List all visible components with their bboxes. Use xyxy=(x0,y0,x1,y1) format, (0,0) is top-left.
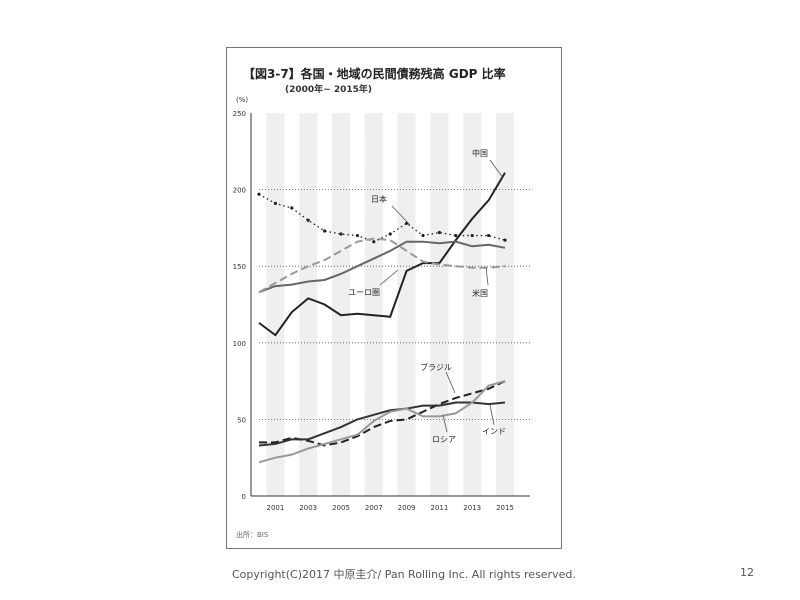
leader-line xyxy=(445,371,456,394)
series-line-ユーロ圏 xyxy=(258,240,506,294)
year-band xyxy=(430,113,449,496)
data-point xyxy=(273,201,277,205)
series-line-ロシア xyxy=(258,380,506,464)
year-band xyxy=(364,113,383,496)
series-label: ユーロ圏 xyxy=(348,288,380,297)
series-label: 米国 xyxy=(472,288,488,298)
copyright-footer: Copyright(C)2017 中原圭介/ Pan Rolling Inc. … xyxy=(232,568,576,581)
leader-line xyxy=(489,159,504,179)
y-axis-unit: (%) xyxy=(236,96,249,104)
data-point xyxy=(306,218,310,222)
data-point xyxy=(355,233,359,238)
leader-line xyxy=(489,404,495,426)
x-tick-label: 2015 xyxy=(496,504,514,512)
y-tick-label: 50 xyxy=(237,416,246,424)
leader-line xyxy=(379,269,399,286)
year-band xyxy=(496,113,514,496)
y-tick-label: 100 xyxy=(233,340,246,348)
data-point xyxy=(257,192,261,196)
series-line-中国 xyxy=(258,172,506,337)
year-band xyxy=(397,113,416,496)
y-tick-label: 150 xyxy=(233,263,246,271)
slide-frame xyxy=(226,47,562,549)
y-tick-label: 250 xyxy=(233,110,246,118)
page-number: 12 xyxy=(740,566,754,579)
data-point xyxy=(388,232,392,236)
data-point xyxy=(487,233,491,238)
year-band xyxy=(266,113,285,496)
chart-source: 出所：BIS xyxy=(236,531,269,539)
leader-line xyxy=(442,414,448,433)
chart-subtitle: (2000年~ 2015年) xyxy=(285,85,372,95)
series-label: ブラジル xyxy=(420,362,452,372)
y-tick-label: 200 xyxy=(233,187,246,195)
data-point xyxy=(339,232,343,236)
series-line-日本 xyxy=(258,193,506,243)
data-point xyxy=(372,240,376,244)
chart-title: 【図3-7】各国・地域の民間債務残高 GDP 比率 xyxy=(243,67,506,81)
series-label: ロシア xyxy=(432,435,456,444)
x-tick-label: 2007 xyxy=(365,504,383,512)
data-point xyxy=(454,233,458,238)
y-tick-label: 0 xyxy=(242,493,246,501)
data-point xyxy=(470,233,474,238)
series-line-米国 xyxy=(258,237,506,294)
data-point xyxy=(421,233,425,238)
x-tick-label: 2013 xyxy=(463,504,481,512)
x-tick-label: 2001 xyxy=(266,504,284,512)
leader-line xyxy=(485,266,489,286)
series-label: インド xyxy=(482,427,506,436)
year-band xyxy=(299,113,318,496)
x-tick-label: 2009 xyxy=(398,504,416,512)
year-band xyxy=(332,113,350,496)
x-tick-label: 2011 xyxy=(430,504,448,512)
data-point xyxy=(503,238,507,242)
data-point xyxy=(437,230,441,235)
series-label: 日本 xyxy=(371,194,387,204)
x-tick-label: 2005 xyxy=(332,504,350,512)
series-line-インド xyxy=(258,401,506,447)
data-point xyxy=(290,206,294,210)
x-tick-label: 2003 xyxy=(299,504,317,512)
series-label: 中国 xyxy=(472,148,488,158)
leader-line xyxy=(391,205,411,226)
year-band xyxy=(463,113,482,496)
data-point xyxy=(323,229,327,233)
